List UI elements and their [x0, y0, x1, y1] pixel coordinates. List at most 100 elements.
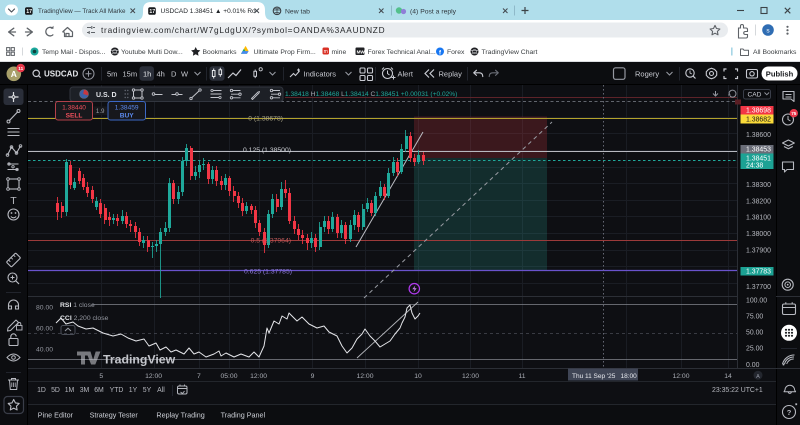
svg-text:24:38: 24:38	[746, 162, 763, 169]
svg-text:1.38200: 1.38200	[746, 198, 771, 205]
svg-text:1M: 1M	[65, 387, 75, 394]
svg-text:mine: mine	[332, 49, 347, 56]
svg-text:1D: 1D	[37, 387, 46, 394]
svg-text:1.38440: 1.38440	[62, 104, 86, 111]
svg-text:1.38698: 1.38698	[746, 108, 771, 115]
svg-text:All: All	[157, 387, 165, 394]
svg-text:4h: 4h	[157, 70, 165, 79]
svg-text:USDCAD 1.38451 ▲ +0.01% Ro: USDCAD 1.38451 ▲ +0.01% Ro	[161, 8, 257, 15]
svg-text:17: 17	[26, 9, 32, 15]
svg-text:W: W	[181, 70, 189, 79]
svg-text:T: T	[10, 195, 17, 207]
svg-text:6M: 6M	[94, 387, 104, 394]
svg-text:Alert: Alert	[398, 70, 414, 79]
svg-text:1.38682: 1.38682	[746, 116, 771, 123]
svg-text:5m: 5m	[107, 70, 117, 79]
svg-text:Rogery: Rogery	[635, 70, 659, 79]
svg-text:BUY: BUY	[120, 112, 135, 119]
svg-text:0.00: 0.00	[746, 362, 760, 369]
svg-text:50.00: 50.00	[746, 329, 763, 336]
svg-text:12:00: 12:00	[672, 373, 689, 380]
svg-text:3M: 3M	[80, 387, 90, 394]
svg-text:RSI 1 close: RSI 1 close	[60, 302, 95, 309]
svg-text:f: f	[439, 50, 442, 56]
svg-text:15m: 15m	[123, 70, 138, 79]
svg-text:23:35:22 UTC+1: 23:35:22 UTC+1	[712, 387, 763, 394]
svg-text:Pine Editor: Pine Editor	[38, 411, 74, 420]
svg-text:Bookmarks: Bookmarks	[203, 49, 238, 56]
svg-text:Replay Trading: Replay Trading	[156, 411, 204, 420]
svg-text:New tab: New tab	[285, 8, 310, 15]
svg-text:D: D	[171, 70, 177, 79]
svg-text:TradingView — Track All Marke: TradingView — Track All Marke	[38, 8, 126, 15]
svg-text:Publish: Publish	[766, 69, 794, 78]
svg-text:14: 14	[724, 373, 732, 380]
svg-text:1.38451: 1.38451	[746, 155, 771, 162]
svg-text:U.S. D: U.S. D	[96, 92, 117, 99]
svg-text:(4) Post a reply: (4) Post a reply	[410, 8, 457, 15]
svg-text:1.37700: 1.37700	[746, 284, 771, 291]
svg-text:TradingView Chart: TradingView Chart	[482, 49, 538, 56]
svg-text:5: 5	[99, 373, 103, 380]
svg-text:0.125 (1.38500): 0.125 (1.38500)	[243, 147, 291, 154]
svg-text:1.38600: 1.38600	[746, 132, 771, 139]
svg-text:?: ?	[787, 408, 792, 417]
svg-text:1Y: 1Y	[129, 387, 138, 394]
svg-text:5D: 5D	[51, 387, 60, 394]
svg-text:80.00: 80.00	[36, 304, 53, 311]
svg-text:Strategy Tester: Strategy Tester	[90, 411, 139, 420]
svg-text:75: 75	[791, 111, 797, 116]
svg-text:17: 17	[149, 9, 155, 15]
svg-text:1h: 1h	[143, 70, 151, 79]
svg-text:1.38000: 1.38000	[746, 231, 771, 238]
svg-text:0.625 (1.37785): 0.625 (1.37785)	[244, 268, 292, 275]
svg-text:12:00: 12:00	[250, 373, 267, 380]
svg-text:SELL: SELL	[66, 112, 83, 119]
svg-text:Ultimate Prop Firm...: Ultimate Prop Firm...	[254, 49, 316, 56]
svg-text:s: s	[766, 28, 770, 35]
svg-text:11: 11	[518, 373, 525, 380]
svg-text:12:00: 12:00	[462, 373, 479, 380]
svg-text:A: A	[11, 69, 17, 79]
svg-text:CCI 2,200 close: CCI 2,200 close	[60, 315, 109, 322]
svg-text:1.38100: 1.38100	[746, 214, 771, 221]
svg-text:All Bookmarks: All Bookmarks	[753, 49, 797, 56]
svg-text:MW: MW	[357, 49, 366, 54]
svg-text:Indicators: Indicators	[304, 70, 337, 79]
svg-text:1.9: 1.9	[96, 108, 105, 115]
svg-text:0.5 (1.37964): 0.5 (1.37964)	[251, 238, 291, 245]
svg-text:tradingview.com/chart/W7gLdgUX: tradingview.com/chart/W7gLdgUX/?symbol=O…	[101, 25, 385, 35]
svg-text:Trading Panel: Trading Panel	[221, 411, 266, 420]
svg-text:5Y: 5Y	[143, 387, 152, 394]
svg-text:75.00: 75.00	[746, 313, 763, 320]
svg-text:Temp Mail - Dispos...: Temp Mail - Dispos...	[42, 49, 106, 56]
svg-text:100.00: 100.00	[746, 297, 767, 304]
svg-text:0 (1.38678): 0 (1.38678)	[248, 116, 283, 123]
svg-text:USDCAD: USDCAD	[44, 70, 78, 79]
svg-text:1.38300: 1.38300	[746, 182, 771, 189]
svg-text:Thu 11 Sep '25: Thu 11 Sep '25	[572, 373, 616, 380]
svg-text:1.38459: 1.38459	[115, 104, 139, 111]
svg-text:1.37900: 1.37900	[746, 247, 771, 254]
svg-text:A: A	[756, 374, 760, 380]
svg-text:Forex: Forex	[447, 49, 465, 56]
svg-text:CAD: CAD	[748, 92, 762, 99]
svg-text:1.37783: 1.37783	[746, 269, 771, 276]
svg-text:TradingView: TradingView	[103, 353, 176, 367]
svg-text:YTD: YTD	[110, 387, 124, 394]
svg-text:7: 7	[197, 373, 201, 380]
svg-text:12:00: 12:00	[145, 373, 162, 380]
svg-text:9: 9	[311, 373, 315, 380]
svg-text:40.00: 40.00	[36, 347, 53, 354]
svg-text:Forex Technical Anal...: Forex Technical Anal...	[368, 49, 436, 56]
svg-text:12:00: 12:00	[356, 373, 373, 380]
svg-text:25.00: 25.00	[746, 346, 763, 353]
svg-text:m: m	[324, 49, 328, 55]
svg-text:05:00: 05:00	[220, 373, 237, 380]
svg-text:60.00: 60.00	[36, 325, 53, 332]
svg-text:1.38418 H1.38468 L1.38414 C1.3: 1.38418 H1.38468 L1.38414 C1.38451 +0.00…	[285, 91, 457, 98]
svg-text:10: 10	[414, 373, 422, 380]
svg-text:18:00: 18:00	[621, 373, 638, 380]
svg-text:Youtube Multi Dow...: Youtube Multi Dow...	[121, 49, 183, 56]
svg-text:11: 11	[18, 66, 23, 71]
